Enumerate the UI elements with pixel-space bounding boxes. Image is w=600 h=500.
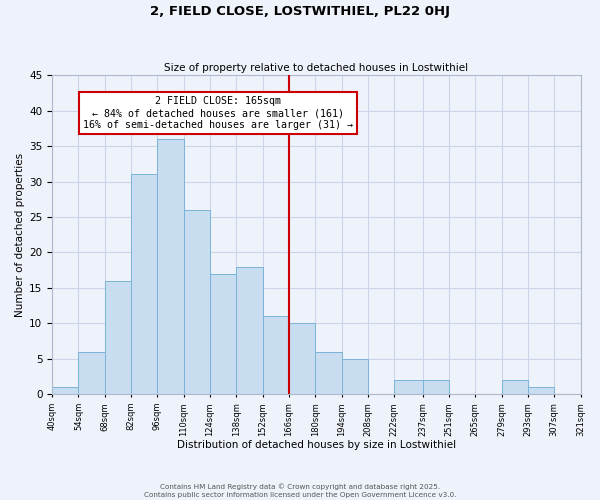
- Text: 2 FIELD CLOSE: 165sqm
← 84% of detached houses are smaller (161)
16% of semi-det: 2 FIELD CLOSE: 165sqm ← 84% of detached …: [83, 96, 353, 130]
- Bar: [316, 352, 342, 395]
- Bar: [394, 380, 422, 394]
- Bar: [528, 387, 554, 394]
- Bar: [263, 316, 289, 394]
- Text: Contains HM Land Registry data © Crown copyright and database right 2025.
Contai: Contains HM Land Registry data © Crown c…: [144, 483, 456, 498]
- Bar: [289, 324, 316, 394]
- Bar: [52, 387, 79, 394]
- Bar: [79, 352, 105, 395]
- Bar: [131, 174, 157, 394]
- Title: Size of property relative to detached houses in Lostwithiel: Size of property relative to detached ho…: [164, 63, 469, 73]
- Bar: [184, 210, 210, 394]
- X-axis label: Distribution of detached houses by size in Lostwithiel: Distribution of detached houses by size …: [177, 440, 456, 450]
- Bar: [342, 359, 368, 394]
- Bar: [502, 380, 528, 394]
- Bar: [422, 380, 449, 394]
- Bar: [157, 139, 184, 394]
- Text: 2, FIELD CLOSE, LOSTWITHIEL, PL22 0HJ: 2, FIELD CLOSE, LOSTWITHIEL, PL22 0HJ: [150, 5, 450, 18]
- Bar: [236, 266, 263, 394]
- Bar: [210, 274, 236, 394]
- Bar: [105, 281, 131, 394]
- Y-axis label: Number of detached properties: Number of detached properties: [15, 152, 25, 317]
